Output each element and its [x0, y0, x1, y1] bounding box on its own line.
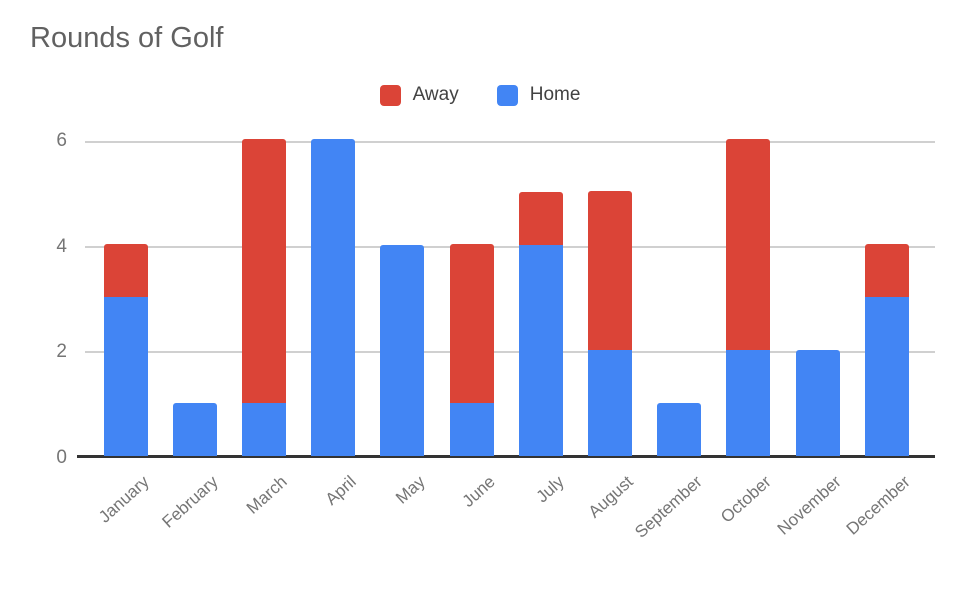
bar-segment-away-june	[449, 244, 494, 403]
bar-segment-home-june	[449, 403, 494, 456]
x-axis-label-january: January	[94, 472, 153, 527]
gridline-2	[85, 351, 935, 354]
bar-may	[380, 245, 425, 456]
legend-item-away: Away	[379, 84, 459, 106]
legend-swatch-home-icon	[496, 84, 518, 106]
bar-segment-home-july	[518, 245, 563, 456]
bar-segment-home-march	[241, 403, 286, 456]
bar-segment-away-december	[864, 244, 909, 297]
legend-swatch-away-icon	[379, 84, 401, 106]
bar-march	[241, 139, 286, 456]
bar-segment-home-january	[103, 297, 148, 456]
x-axis-line	[77, 455, 935, 458]
bar-segment-away-january	[103, 244, 148, 297]
y-axis-label-6: 6	[56, 130, 67, 151]
chart-title: Rounds of Golf	[30, 22, 224, 54]
bar-july	[518, 192, 563, 456]
bar-april	[311, 139, 356, 456]
bar-november	[795, 350, 840, 456]
legend: Away Home	[0, 84, 960, 106]
bar-september	[657, 403, 702, 456]
y-axis-label-2: 2	[56, 341, 67, 363]
legend-label-home: Home	[529, 84, 581, 105]
bar-segment-away-july	[518, 192, 563, 245]
legend-label-away: Away	[412, 84, 459, 105]
bar-june	[449, 244, 494, 456]
plot-area	[77, 139, 935, 458]
bar-segment-home-november	[795, 350, 840, 456]
bar-segment-home-december	[864, 297, 909, 456]
bar-segment-away-august	[587, 191, 632, 350]
bar-segment-home-october	[726, 350, 771, 456]
bar-segment-home-may	[380, 245, 425, 456]
bar-segment-away-march	[241, 139, 286, 403]
bar-december	[864, 244, 909, 456]
gridline-6	[85, 141, 935, 143]
bar-segment-home-february	[172, 403, 217, 456]
bar-february	[172, 403, 217, 456]
bar-august	[587, 191, 632, 456]
y-axis-label-4: 4	[56, 235, 67, 257]
bar-october	[726, 139, 771, 456]
gridline-4	[85, 245, 935, 248]
bar-segment-home-september	[657, 403, 702, 456]
bar-segment-home-april	[311, 139, 356, 456]
legend-item-home: Home	[496, 84, 581, 106]
bar-january	[103, 244, 148, 456]
bar-segment-home-august	[587, 350, 632, 456]
y-axis-label-0: 0	[56, 447, 67, 468]
bar-segment-away-october	[726, 139, 771, 350]
